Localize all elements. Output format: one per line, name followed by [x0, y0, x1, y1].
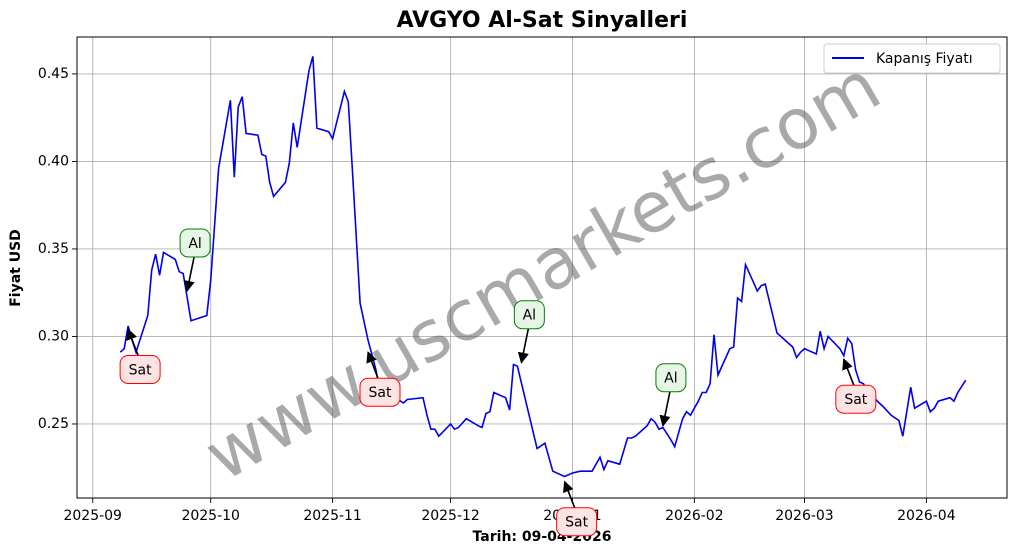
- signal-annotation: Al: [513, 300, 545, 364]
- x-tick-label: 2025-12: [421, 508, 480, 524]
- annotation-arrow: [366, 351, 379, 379]
- annotation-box: [835, 384, 877, 414]
- plot-frame: [76, 36, 1008, 499]
- signal-annotation: Sat: [556, 480, 598, 537]
- annotation-arrow: [126, 328, 139, 356]
- annotation-text: Al: [664, 371, 677, 387]
- annotation-box: [179, 228, 211, 258]
- y-tick-label: 0.45: [38, 66, 69, 82]
- annotation-arrow: [659, 391, 671, 427]
- annotation-text: Sat: [129, 362, 152, 378]
- annotation-arrow: [842, 358, 855, 386]
- legend: Kapanış Fiyatı: [823, 43, 1001, 74]
- legend-label: Kapanış Fiyatı: [876, 51, 973, 67]
- x-tick-label: 2026-04: [897, 508, 956, 524]
- x-tick-label: 2025-09: [63, 508, 122, 524]
- y-tick-label: 0.40: [38, 153, 69, 169]
- annotation-text: Sat: [565, 515, 588, 531]
- x-tick-label: 2026-02: [665, 508, 724, 524]
- signal-annotation: Al: [655, 363, 687, 427]
- annotation-box: [119, 354, 161, 384]
- x-tick-label: 2025-11: [303, 508, 362, 524]
- annotation-box: [655, 363, 687, 393]
- chart-title: AVGYO Al-Sat Sinyalleri: [397, 8, 688, 33]
- x-tick-label: 2025-10: [181, 508, 240, 524]
- annotation-arrow: [517, 328, 530, 364]
- signal-annotation: Sat: [119, 328, 161, 384]
- y-tick-label: 0.25: [38, 416, 69, 432]
- signal-annotation: Sat: [359, 351, 401, 407]
- annotation-text: Sat: [844, 392, 867, 408]
- signal-annotation: Al: [179, 228, 211, 293]
- y-tick-label: 0.35: [38, 241, 69, 257]
- y-axis-label: Fiyat USD: [8, 229, 24, 307]
- annotation-box: [556, 507, 598, 537]
- signal-annotation: Sat: [835, 358, 877, 414]
- y-tick-label: 0.30: [38, 328, 69, 344]
- annotation-text: Al: [523, 308, 536, 324]
- price-line: [119, 56, 967, 478]
- annotation-box: [359, 377, 401, 407]
- legend-box: [823, 43, 1001, 74]
- annotation-text: Al: [188, 236, 201, 252]
- watermark: www.uscmarkets.com: [191, 44, 893, 497]
- annotation-text: Sat: [369, 385, 392, 401]
- annotation-arrow: [563, 480, 576, 509]
- annotation-box: [513, 300, 545, 330]
- x-tick-label: 2026-03: [775, 508, 834, 524]
- annotation-arrow: [183, 256, 195, 293]
